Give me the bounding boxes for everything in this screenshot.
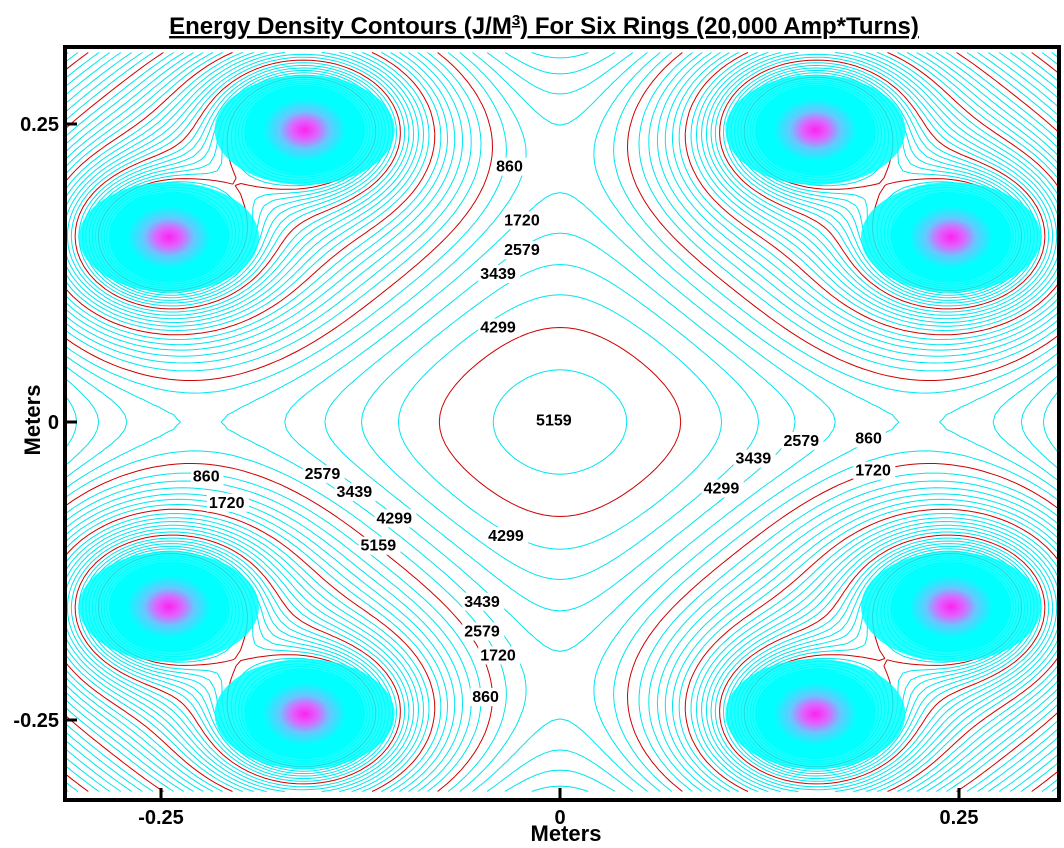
highlighted-contour-line (65, 52, 1059, 792)
contour-line (65, 52, 1059, 792)
contour-label: 3439 (480, 266, 516, 283)
contour-line (65, 52, 1059, 792)
ring-hotspots (78, 74, 1042, 770)
contour-line (70, 56, 1050, 788)
contour-label: 2579 (783, 433, 819, 450)
contour-line (65, 52, 1059, 792)
contour-label: 860 (855, 430, 882, 447)
contour-label: 4299 (704, 481, 740, 498)
contour-line (65, 52, 1059, 792)
contour-label: 1720 (480, 647, 516, 664)
contour-label-bg (478, 264, 521, 283)
ring-core (108, 192, 229, 283)
contour-line (78, 62, 1042, 782)
contour-label: 2579 (464, 624, 500, 641)
highlighted-contour-line (65, 52, 1059, 792)
contour-label: 1720 (504, 212, 540, 229)
contour-label-bg (853, 429, 886, 448)
contour-line (65, 52, 1059, 792)
ring-core (108, 561, 229, 652)
contour-label: 860 (193, 469, 220, 486)
x-tick-label: 0 (554, 807, 565, 829)
contour-label-bg (462, 622, 505, 641)
ring-core (755, 669, 876, 760)
y-axis: 0.25 0 -0.25 (13, 114, 77, 732)
contour-label: 5159 (361, 538, 397, 555)
x-tick-label: -0.25 (138, 807, 184, 829)
highlighted-contour-line (65, 52, 1059, 792)
contour-label-bg (462, 592, 505, 611)
contour-label-bg (358, 536, 401, 555)
contour-label: 2579 (504, 242, 540, 259)
contour-labels: 8601720257934394299515986017202579343942… (190, 157, 896, 707)
ring-core (244, 669, 365, 760)
y-tick-label: 0.25 (20, 114, 59, 136)
contour-line (65, 52, 1059, 792)
plot-area (65, 52, 1059, 792)
contour-label-bg (486, 527, 529, 546)
contour-label-bg (701, 479, 744, 498)
contour-label: 3439 (736, 451, 772, 468)
contour-label-bg (494, 157, 527, 176)
x-axis: -0.25 0 0.25 (138, 788, 978, 829)
contour-label: 860 (472, 689, 499, 706)
contour-label-bg (478, 318, 521, 337)
contour-label-bg (502, 241, 545, 260)
y-tick-label: 0 (48, 412, 59, 434)
contour-label-bg (334, 483, 377, 502)
contour-line (65, 52, 1059, 792)
contour-label: 3439 (464, 594, 500, 611)
contour-label: 4299 (488, 528, 524, 545)
contour-label-bg (534, 411, 577, 430)
ring-core (891, 192, 1012, 283)
contour-line (65, 52, 1059, 792)
contour-label-bg (470, 688, 503, 707)
x-tick-label: 0.25 (940, 807, 979, 829)
contour-label-bg (206, 493, 249, 512)
y-axis-label: Meters (20, 385, 45, 456)
contour-label-bg (853, 461, 896, 480)
contour-line (65, 52, 1059, 792)
contour-label-bg (302, 465, 345, 484)
chart-title: Energy Density Contours (J/M3) For Six R… (169, 12, 919, 40)
contour-label: 1720 (855, 463, 891, 480)
contour-label: 3439 (337, 484, 373, 501)
contour-label: 2579 (305, 466, 341, 483)
contour-line (81, 64, 1039, 780)
contour-label: 4299 (480, 320, 516, 337)
contour-label-bg (733, 449, 776, 468)
contour-line (65, 52, 1059, 792)
highlighted-contour-line (74, 59, 1046, 785)
contour-label: 1720 (209, 495, 245, 512)
ring-core (891, 561, 1012, 652)
ring-core (244, 84, 365, 175)
contour-label: 5159 (536, 413, 572, 430)
contour-label-bg (374, 509, 417, 528)
contour-line (65, 52, 1058, 792)
contour-line (65, 52, 1059, 792)
contour-label: 860 (496, 159, 523, 176)
contour-line (66, 53, 1054, 791)
contour-line (65, 52, 1059, 792)
contour-label-bg (190, 467, 224, 486)
contour-label-bg (781, 431, 824, 450)
contour-label: 4299 (376, 510, 412, 527)
contour-label-bg (502, 211, 545, 230)
y-tick-label: -0.25 (13, 710, 59, 732)
ring-core (755, 84, 876, 175)
x-axis-label: Meters (531, 821, 602, 846)
contour-label-bg (478, 646, 521, 665)
contour-line (65, 52, 1059, 792)
